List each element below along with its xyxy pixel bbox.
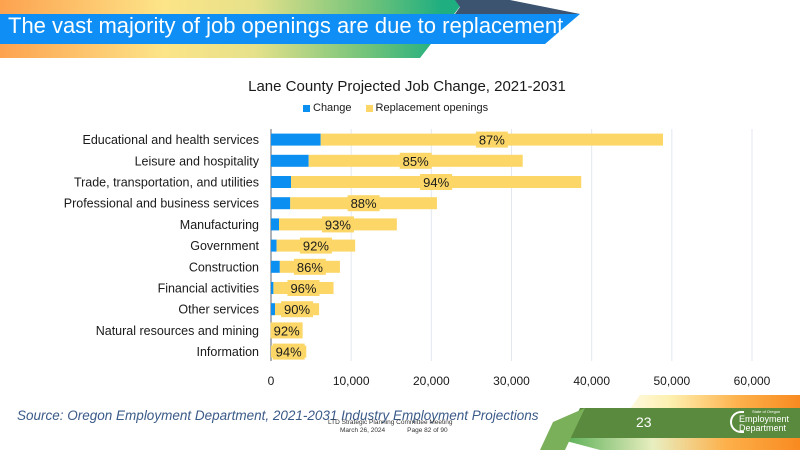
legend-label-replacement: Replacement openings <box>375 102 489 114</box>
bar-change <box>271 197 291 210</box>
bar-change <box>271 282 274 294</box>
data-label-box <box>299 237 332 254</box>
meeting-page: Page 82 of 90 <box>407 427 448 434</box>
slide-title: The vast majority of job openings are du… <box>8 13 564 38</box>
bar-change <box>271 154 309 167</box>
data-label: 93% <box>325 217 351 232</box>
source-note: Source: Oregon Employment Department, 20… <box>17 408 539 423</box>
data-label: 94% <box>276 345 302 360</box>
x-tick-label: 20,000 <box>413 374 450 388</box>
x-tick-label: 40,000 <box>573 374 610 388</box>
category-label: Educational and health services <box>82 133 259 147</box>
category-label: Manufacturing <box>180 218 259 232</box>
x-tick-label: 30,000 <box>493 374 530 388</box>
data-label-box <box>270 322 303 339</box>
bar-change <box>271 303 276 316</box>
data-label: 85% <box>403 154 429 169</box>
x-tick-label: 0 <box>268 374 275 388</box>
data-label: 90% <box>284 302 310 317</box>
category-label: Leisure and hospitality <box>135 154 260 168</box>
category-label: Other services <box>178 303 259 317</box>
data-label: 92% <box>274 323 300 338</box>
logo-small-text: State of Oregon <box>752 409 781 414</box>
x-tick-label: 50,000 <box>653 374 690 388</box>
bar-change <box>271 218 280 231</box>
data-label: 87% <box>479 133 505 148</box>
bar-change <box>271 239 277 252</box>
bar-change <box>271 176 292 188</box>
title-banner <box>0 0 580 58</box>
data-label-box <box>420 174 453 190</box>
legend-swatch-replacement <box>365 104 373 112</box>
chart-legend: Change Replacement openings <box>303 102 488 114</box>
meeting-title: LTD Strategic Planning Committee Meeting <box>328 419 453 426</box>
legend-label-change: Change <box>313 102 352 114</box>
data-label: 88% <box>351 196 377 211</box>
logo-arc-icon <box>730 411 744 433</box>
data-label-box <box>293 258 326 275</box>
meeting-footer: LTD Strategic Planning Committee Meeting… <box>328 419 453 435</box>
logo-line2: Department <box>739 423 787 433</box>
data-label-box <box>287 280 320 296</box>
data-label-box <box>272 343 305 360</box>
category-label: Professional and business services <box>64 197 259 211</box>
data-label-box <box>281 301 314 318</box>
data-label-box <box>321 216 354 233</box>
chart-title: Lane County Projected Job Change, 2021-2… <box>248 78 566 95</box>
meeting-date: March 26, 2024 <box>340 427 386 434</box>
x-tick-label: 10,000 <box>333 374 370 388</box>
category-label: Construction <box>189 260 259 274</box>
category-label: Financial activities <box>158 282 259 296</box>
data-label: 94% <box>423 175 449 190</box>
data-label: 96% <box>290 281 316 296</box>
bar-change <box>271 260 280 273</box>
bar-change <box>271 133 321 146</box>
data-label: 92% <box>303 239 329 254</box>
category-label: Information <box>196 345 259 359</box>
data-label: 86% <box>297 260 323 275</box>
x-tick-label: 60,000 <box>734 374 771 388</box>
legend-swatch-change <box>303 104 310 112</box>
category-label: Trade, transportation, and utilities <box>74 176 259 190</box>
data-label-box <box>347 195 380 212</box>
page-number: 23 <box>636 414 652 430</box>
legend-item-change: Change <box>303 102 352 114</box>
category-label: Government <box>190 239 259 253</box>
legend-item-replacement: Replacement openings <box>365 102 489 114</box>
data-label-box <box>399 152 432 169</box>
logo-line1: Employment <box>739 414 790 424</box>
category-label: Natural resources and mining <box>96 324 259 338</box>
data-label-box <box>475 131 508 148</box>
